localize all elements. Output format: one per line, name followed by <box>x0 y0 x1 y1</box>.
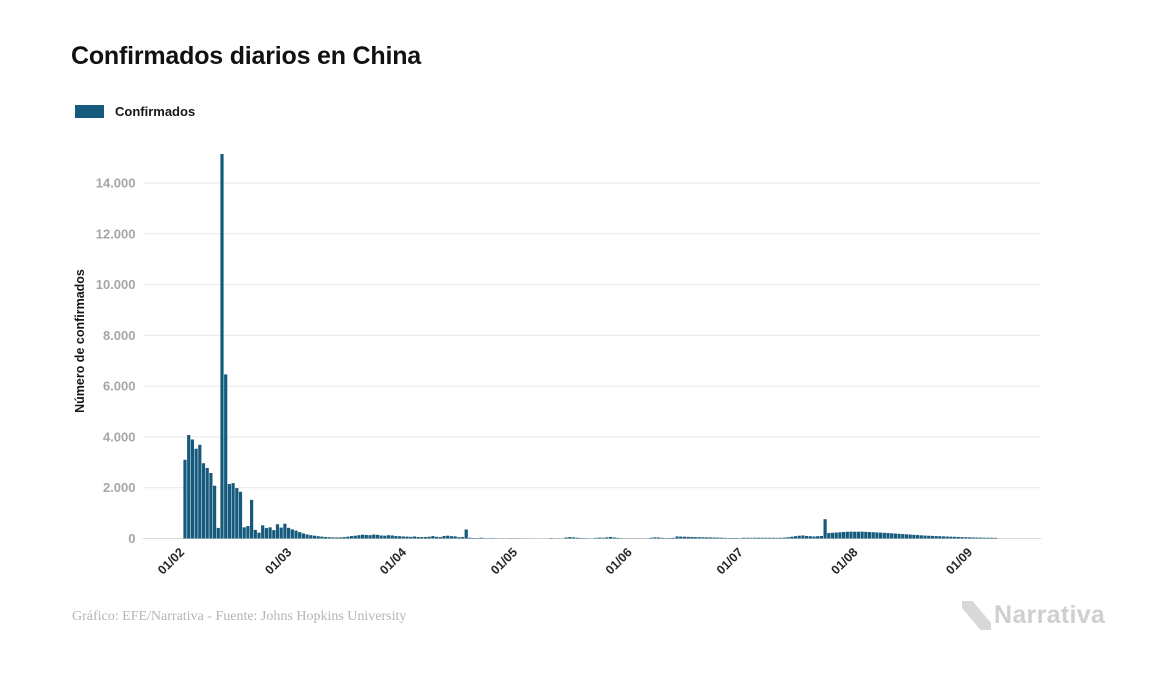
x-tick-label: 01/09 <box>943 545 975 577</box>
y-tick-label: 2.000 <box>103 480 136 495</box>
y-tick-label: 6.000 <box>103 379 136 394</box>
x-tick-label: 01/03 <box>262 545 294 577</box>
y-tick-label: 10.000 <box>96 277 136 292</box>
y-tick-label: 8.000 <box>103 328 136 343</box>
narrativa-logo: Narrativa <box>962 601 1105 630</box>
y-tick-label: 4.000 <box>103 429 136 444</box>
x-tick-label: 01/05 <box>488 545 520 577</box>
legend-label-confirmados: Confirmados <box>115 104 196 119</box>
source-credit: Gráfico: EFE/Narrativa - Fuente: Johns H… <box>72 609 407 624</box>
page-title: Confirmados diarios en China <box>71 42 422 70</box>
legend-swatch-confirmados <box>75 105 104 118</box>
x-tick-label: 01/06 <box>603 545 635 577</box>
x-tick-label: 01/04 <box>377 545 409 577</box>
narrativa-logo-text: Narrativa <box>994 601 1106 629</box>
y-tick-label: 0 <box>128 531 135 546</box>
narrativa-logo-icon <box>962 601 991 630</box>
x-tick-label: 01/08 <box>829 545 861 577</box>
chart-legend: Confirmados <box>75 104 195 119</box>
bar-series-confirmados <box>183 154 997 539</box>
x-tick-label: 01/07 <box>714 545 746 577</box>
y-tick-label: 12.000 <box>96 226 136 241</box>
y-tick-label: 14.000 <box>96 176 136 191</box>
x-tick-label: 01/02 <box>155 545 187 577</box>
y-axis-title: Número de confirmados <box>73 269 87 413</box>
